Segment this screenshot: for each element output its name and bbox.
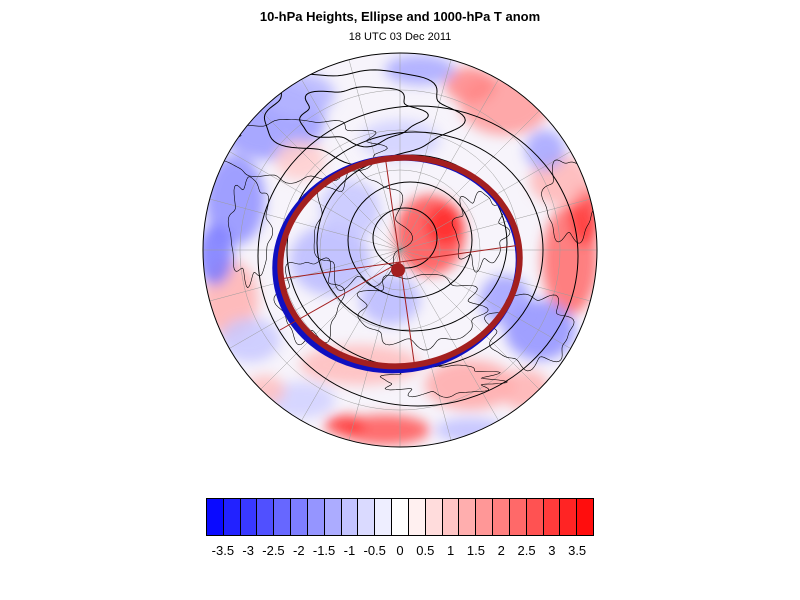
- height-contour: [263, 69, 466, 166]
- colorbar-swatch: [408, 499, 426, 535]
- meridian: [347, 249, 401, 444]
- chart-title: 10-hPa Heights, Ellipse and 1000-hPa T a…: [259, 9, 541, 24]
- colorbar-swatch: [223, 499, 241, 535]
- chart-subtitle: 18 UTC 03 Dec 2011: [348, 31, 452, 43]
- colorbar-swatch: [307, 499, 325, 535]
- anomaly-patch: [427, 205, 463, 245]
- anomaly-patch: [525, 130, 565, 170]
- anomaly-patch: [445, 67, 495, 103]
- colorbar-label: 0.5: [416, 543, 435, 558]
- anomaly-patch: [435, 418, 505, 442]
- colorbar-label: -3: [242, 543, 254, 558]
- colorbar-swatch: [425, 499, 443, 535]
- coastline: [451, 190, 511, 273]
- meridian: [399, 249, 501, 424]
- ellipse-center-marker: [391, 263, 405, 277]
- colorbar-label: -2.5: [262, 543, 285, 558]
- anomaly-patch: [275, 140, 325, 180]
- anomaly-patch: [320, 180, 380, 240]
- height-contour: [372, 207, 438, 269]
- anomaly-patch: [325, 415, 365, 435]
- colorbar-swatch: [207, 499, 224, 535]
- height-contour: [257, 105, 579, 407]
- colorbar-swatch: [274, 499, 292, 535]
- colorbar-label: -1: [343, 543, 356, 558]
- colorbar-swatch: [341, 499, 359, 535]
- colorbar-label: -1.5: [312, 543, 336, 558]
- colorbar-label: 1: [446, 543, 455, 558]
- colorbar-swatch: [476, 499, 494, 535]
- anomaly-patch: [203, 225, 233, 285]
- coastline: [273, 257, 346, 346]
- meridian: [258, 249, 401, 392]
- colorbar-swatch: [560, 499, 578, 535]
- meridian: [399, 249, 574, 351]
- colorbar-label: 0: [396, 543, 404, 558]
- colorbar-label: 3.5: [568, 543, 587, 558]
- coastline: [484, 293, 575, 372]
- colorbar-swatch: [375, 499, 393, 535]
- meridian: [399, 149, 574, 251]
- colorbar-swatch: [543, 499, 561, 535]
- colorbar-label: 3: [548, 543, 556, 558]
- colorbar-swatch: [324, 499, 342, 535]
- coastline: [313, 167, 413, 291]
- colorbar-swatch: [392, 499, 409, 535]
- coastline: [356, 274, 489, 351]
- meridian: [299, 249, 401, 424]
- ellipse-overlay: [272, 154, 523, 374]
- colorbar-label: 2: [497, 543, 505, 558]
- colorbar-swatch: [257, 499, 275, 535]
- meridian: [226, 149, 401, 251]
- colorbar-swatch: [493, 499, 510, 535]
- anomaly-patch: [265, 73, 335, 117]
- ellipse-radius-line: [279, 261, 401, 331]
- anomaly-patch: [385, 55, 455, 85]
- meridian: [399, 249, 542, 392]
- meridian: [206, 197, 401, 251]
- lat-lon-graticule: [203, 53, 597, 447]
- anomaly-patch: [290, 225, 370, 295]
- meridian: [347, 56, 401, 251]
- colorbar: [206, 498, 594, 536]
- colorbar-label: -2: [293, 543, 305, 558]
- anomaly-patch: [220, 318, 280, 362]
- meridian: [399, 56, 453, 251]
- meridian: [399, 197, 594, 251]
- anomaly-patch: [360, 275, 420, 325]
- anomaly-patch: [500, 370, 550, 410]
- colorbar-swatch: [577, 499, 594, 535]
- colorbar-label: 1.5: [466, 543, 485, 558]
- colorbar-swatch: [459, 499, 477, 535]
- height-contour: [299, 86, 429, 148]
- map-border: [202, 52, 598, 448]
- coastline: [379, 361, 509, 398]
- colorbar-swatch: [509, 499, 527, 535]
- colorbar-swatch: [291, 499, 308, 535]
- height-contour: [347, 181, 473, 299]
- coastline: [227, 176, 273, 288]
- colorbar-swatch: [358, 499, 376, 535]
- meridian: [399, 249, 453, 444]
- colorbar-swatch: [442, 499, 460, 535]
- colorbar-label: 2.5: [517, 543, 536, 558]
- meridian: [399, 249, 594, 303]
- colorbar-swatch: [240, 499, 258, 535]
- colorbar-labels: -3.5 -3 -2.5 -2 -1.5 -1 -0.5 0 0.5 1 1.5 2 2.5 3 3.5: [206, 543, 594, 559]
- meridian: [226, 249, 401, 351]
- anomaly-patch: [205, 155, 265, 245]
- colorbar-label: -0.5: [363, 543, 386, 558]
- colorbar-swatch: [526, 499, 544, 535]
- colorbar-label: -3.5: [211, 543, 235, 558]
- anomaly-patch: [480, 275, 530, 325]
